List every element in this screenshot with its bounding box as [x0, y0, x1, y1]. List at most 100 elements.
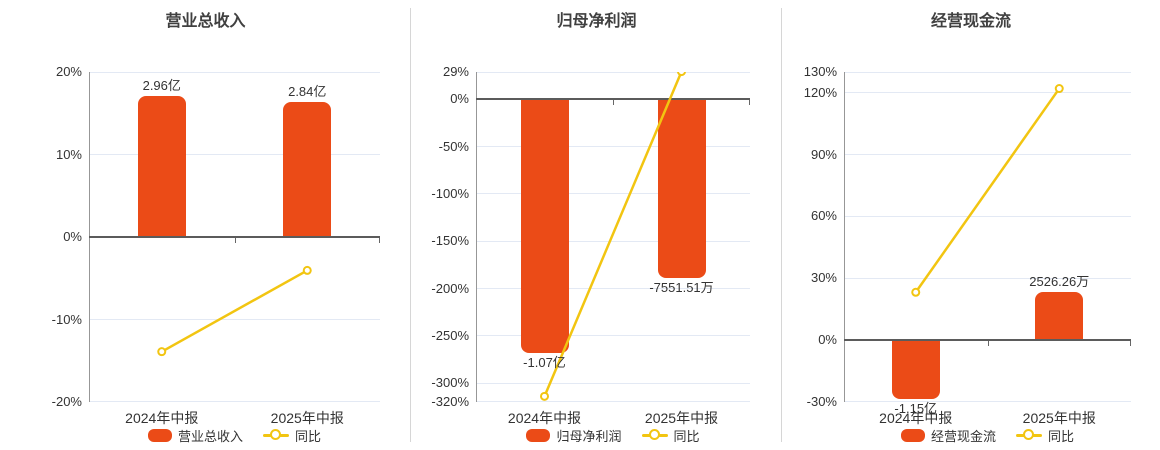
- yoy-trend-line[interactable]: [89, 72, 380, 402]
- trend-line-segment: [914, 87, 1061, 293]
- legend-label: 归母净利润: [556, 428, 622, 444]
- gridline: [476, 240, 750, 242]
- trend-line-point[interactable]: [540, 391, 549, 401]
- x-axis-label: 2025年中报: [644, 410, 719, 426]
- legend-item-yoy-line[interactable]: 同比: [263, 426, 321, 445]
- x-axis-label: 2025年中报: [270, 410, 344, 426]
- legend-item-bar-series[interactable]: 营业总收入: [147, 426, 243, 445]
- y-axis-tick-label: -300%: [431, 375, 469, 391]
- x-axis-label: 2024年中报: [879, 410, 953, 426]
- y-axis-tick-label: -30%: [806, 394, 837, 409]
- chart-panel-3: 经营现金流 -1.15亿 2526.26万 130% 120% 90% 60% 30% 0% -3…: [782, 0, 1160, 450]
- legend-item-bar-series[interactable]: 归母净利润: [526, 426, 622, 445]
- bar-2024年中报[interactable]: [520, 99, 569, 353]
- legend-label: 同比: [673, 428, 700, 444]
- legend-label: 营业总收入: [177, 428, 243, 444]
- trend-line-point[interactable]: [1054, 84, 1064, 94]
- gridline: [476, 288, 750, 290]
- y-axis-tick-label: -200%: [431, 280, 469, 296]
- plot-area: -1.15亿 2526.26万: [844, 72, 1131, 416]
- bar-legend-swatch-icon: [526, 428, 551, 442]
- legend-label: 同比: [1048, 428, 1075, 444]
- gridline: [476, 146, 750, 148]
- y-axis-tick-label: -10%: [51, 311, 82, 327]
- y-axis-tick-label: 0%: [818, 332, 837, 348]
- gridline: [476, 401, 750, 402]
- bar-legend-swatch-icon: [900, 428, 925, 442]
- gridline: [476, 193, 750, 195]
- y-axis-tick-label: -150%: [431, 233, 469, 249]
- y-axis-tick-label: 90%: [810, 146, 837, 162]
- x-axis-tick: [613, 100, 614, 106]
- y-axis-tick-label: -250%: [431, 327, 469, 343]
- y-axis-tick-label: 130%: [803, 64, 837, 79]
- gridline: [89, 401, 380, 402]
- gridline: [476, 335, 750, 337]
- bar-value-label: -1.07亿: [523, 354, 566, 370]
- trend-line-segment: [543, 72, 683, 397]
- x-axis-tick: [987, 341, 989, 347]
- trend-line-point[interactable]: [302, 265, 312, 275]
- legend-item-yoy-line[interactable]: 同比: [641, 426, 700, 445]
- y-axis-line: [844, 72, 845, 402]
- line-legend-circle: [270, 428, 281, 440]
- chart-panel-2: 归母净利润 -1.07亿 -7551.51万 29% 0% -50% -100% -150% -…: [411, 0, 782, 450]
- gridline: [89, 154, 380, 155]
- gridline: [89, 72, 380, 73]
- plot-area: 2.96亿 2.84亿: [89, 72, 380, 402]
- trend-line-point[interactable]: [911, 287, 921, 297]
- bar-value-label: -1.15亿: [894, 400, 938, 416]
- chart-panel-1: 营业总收入 2.96亿 2.84亿 20% 10% 0% -10% -20% 2024年中报 20…: [0, 0, 411, 450]
- bar-value-label: 2.84亿: [288, 83, 327, 99]
- bar-2025年中报[interactable]: [657, 99, 706, 279]
- trend-line-segment: [161, 269, 308, 353]
- legend-label: 经营现金流: [930, 428, 996, 444]
- legend-item-yoy-line[interactable]: 同比: [1016, 426, 1074, 445]
- y-axis-tick-label: -100%: [431, 185, 469, 201]
- chart-title: 营业总收入: [165, 13, 246, 30]
- yoy-trend-line[interactable]: [476, 72, 750, 402]
- legend-item-bar-series[interactable]: 经营现金流: [900, 426, 996, 445]
- bar-value-label: 2.96亿: [142, 77, 181, 93]
- chart-legend: 营业总收入 同比: [89, 426, 380, 445]
- line-legend-icon: [263, 428, 289, 442]
- gridline: [476, 72, 750, 73]
- chart-title: 经营现金流: [930, 13, 1011, 30]
- panel-divider: [781, 8, 782, 442]
- x-axis-label: 2025年中报: [1022, 410, 1096, 426]
- bar-2024年中报[interactable]: [137, 95, 186, 237]
- gridline: [844, 72, 1131, 73]
- zero-axis-line: [89, 236, 380, 238]
- y-axis-tick-label: 20%: [55, 64, 82, 79]
- x-axis-label: 2024年中报: [125, 410, 199, 426]
- bar-legend-swatch-icon: [147, 428, 172, 442]
- bar-2025年中报[interactable]: [1035, 292, 1084, 341]
- gridline: [844, 277, 1131, 279]
- y-axis-tick-label: -50%: [438, 138, 469, 154]
- line-legend-icon: [1016, 428, 1042, 442]
- x-axis-tick: [1130, 341, 1131, 347]
- legend-label: 同比: [295, 428, 322, 444]
- y-axis-tick-label: 30%: [810, 270, 837, 286]
- gridline: [844, 215, 1131, 217]
- y-axis-tick-label: 10%: [55, 146, 82, 162]
- y-axis-tick-label: 0%: [450, 91, 469, 107]
- y-axis-tick-label: 29%: [442, 64, 469, 79]
- gridline: [844, 401, 1131, 402]
- trend-line-point[interactable]: [677, 72, 686, 77]
- yoy-trend-line[interactable]: [844, 72, 1131, 402]
- y-axis-line: [476, 72, 477, 402]
- chart-title: 归母净利润: [556, 13, 637, 30]
- bar-value-label: -7551.51万: [649, 280, 714, 296]
- line-legend-icon: [641, 428, 668, 442]
- x-axis-tick: [749, 100, 750, 106]
- bar-2025年中报[interactable]: [283, 101, 332, 237]
- bar-2024年中报[interactable]: [891, 340, 940, 399]
- gridline: [844, 92, 1131, 94]
- chart-legend: 归母净利润 同比: [476, 426, 750, 445]
- line-legend-circle: [1023, 428, 1034, 440]
- y-axis-tick-label: 120%: [803, 84, 837, 100]
- trend-line-point[interactable]: [157, 347, 167, 357]
- y-axis-tick-label: -20%: [51, 394, 82, 409]
